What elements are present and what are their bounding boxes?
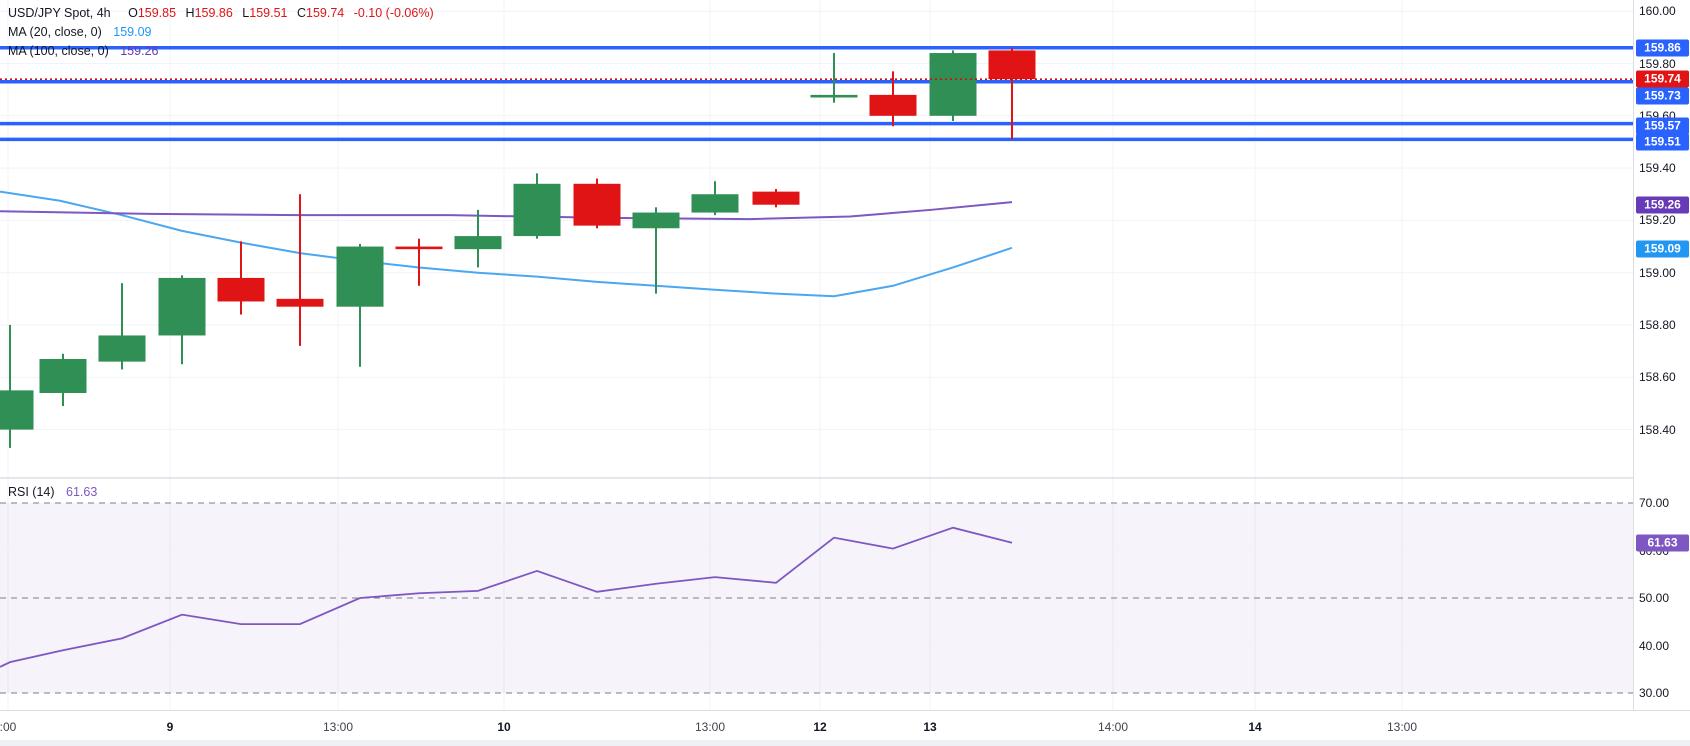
close-value: 159.74 xyxy=(306,6,345,20)
candle-body xyxy=(158,277,206,336)
low-value: 159.51 xyxy=(249,6,288,20)
candle-body xyxy=(454,236,502,250)
price-badge: 159.51 xyxy=(1636,133,1689,151)
ma20-legend-row[interactable]: MA (20, close, 0) 159.09 xyxy=(8,23,434,42)
rsi-tick-label: 50.00 xyxy=(1639,591,1670,605)
candle-body xyxy=(691,194,739,213)
change-value: -0.10 (-0.06%) xyxy=(353,6,434,20)
candle-body xyxy=(0,390,34,430)
candle-body xyxy=(752,191,800,205)
price-badge: 159.26 xyxy=(1636,196,1689,214)
candle-body xyxy=(217,277,265,302)
rsi-line xyxy=(0,526,1013,668)
price-axis[interactable]: 160.00 159.80 159.60 159.40 159.20 159.00 158.… xyxy=(1633,0,1690,710)
time-tick-label: 10 xyxy=(497,720,511,734)
time-tick-label: 14:00 xyxy=(1097,720,1129,734)
rsi-tick-label: 70.00 xyxy=(1639,496,1670,510)
ma100-legend-row[interactable]: MA (100, close, 0) 159.26 xyxy=(8,42,434,61)
price-tick-label: 159.20 xyxy=(1639,213,1676,228)
open-value: 159.85 xyxy=(137,6,177,20)
candle-body xyxy=(98,335,146,362)
price-badge: 159.09 xyxy=(1636,240,1689,258)
rsi-legend-row[interactable]: RSI (14) 61.63 xyxy=(8,485,97,499)
price-badge: 159.86 xyxy=(1636,39,1689,57)
price-badge: 159.74 xyxy=(1636,70,1689,88)
time-tick-label: 12 xyxy=(813,720,827,734)
candle-body xyxy=(276,298,324,307)
time-tick-label: 13:00 xyxy=(322,720,354,734)
price-tick-label: 159.80 xyxy=(1639,56,1676,71)
candle-body xyxy=(513,183,561,237)
window-bottom-strip xyxy=(0,740,1690,746)
symbol-legend-row[interactable]: USD/JPY Spot, 4h O159.85 H159.86 L159.51… xyxy=(8,4,434,23)
rsi-value: 61.63 xyxy=(66,485,98,499)
ma100-label: MA (100, close, 0) xyxy=(8,44,109,58)
candle-body xyxy=(336,246,384,307)
symbol-title: USD/JPY Spot, 4h xyxy=(8,6,111,20)
price-tick-label: 159.00 xyxy=(1639,265,1676,280)
chart-plot-area[interactable] xyxy=(0,0,1633,710)
candle-body xyxy=(929,53,977,116)
time-axis[interactable]: :00 9 13:00 10 13:00 12 13 14:00 14 13:00 xyxy=(0,710,1690,741)
candle-body xyxy=(395,246,443,250)
price-tick-label: 159.40 xyxy=(1639,161,1676,176)
ma20-label: MA (20, close, 0) xyxy=(8,25,102,39)
candle-body xyxy=(869,94,917,116)
symbol-legend: USD/JPY Spot, 4h O159.85 H159.86 L159.51… xyxy=(8,4,434,61)
price-badge: 159.73 xyxy=(1636,87,1689,105)
rsi-label: RSI (14) xyxy=(8,485,55,499)
high-label: H xyxy=(185,6,195,20)
time-tick-label: 9 xyxy=(166,720,174,734)
candle-body xyxy=(573,183,621,226)
time-tick-label: 14 xyxy=(1248,720,1262,734)
time-tick-label: 13:00 xyxy=(1386,720,1418,734)
candle-body xyxy=(39,358,87,393)
price-badge: 159.57 xyxy=(1636,117,1689,135)
price-tick-label: 158.40 xyxy=(1639,422,1676,437)
low-label: L xyxy=(242,6,250,20)
ma20-value: 159.09 xyxy=(113,25,152,39)
ma100-line xyxy=(0,201,1013,221)
rsi-tick-label: 40.00 xyxy=(1639,638,1670,653)
time-tick-label: 13:00 xyxy=(694,720,726,734)
price-tick-label: 158.60 xyxy=(1639,370,1676,385)
rsi-value-badge: 61.63 xyxy=(1636,534,1689,552)
candle-body xyxy=(632,212,680,229)
time-tick-label: 13 xyxy=(923,720,937,734)
price-tick-label: 160.00 xyxy=(1639,4,1676,19)
high-value: 159.86 xyxy=(194,6,233,20)
rsi-tick-label: 30.00 xyxy=(1639,686,1670,700)
close-label: C xyxy=(296,6,306,20)
candle-body xyxy=(810,94,858,98)
ma20-line xyxy=(0,190,1013,298)
candle-body xyxy=(988,50,1036,80)
price-tick-label: 158.80 xyxy=(1639,318,1676,332)
time-tick-label: :00 xyxy=(0,720,17,734)
ma100-value: 159.26 xyxy=(120,44,159,58)
open-label: O xyxy=(128,6,138,20)
